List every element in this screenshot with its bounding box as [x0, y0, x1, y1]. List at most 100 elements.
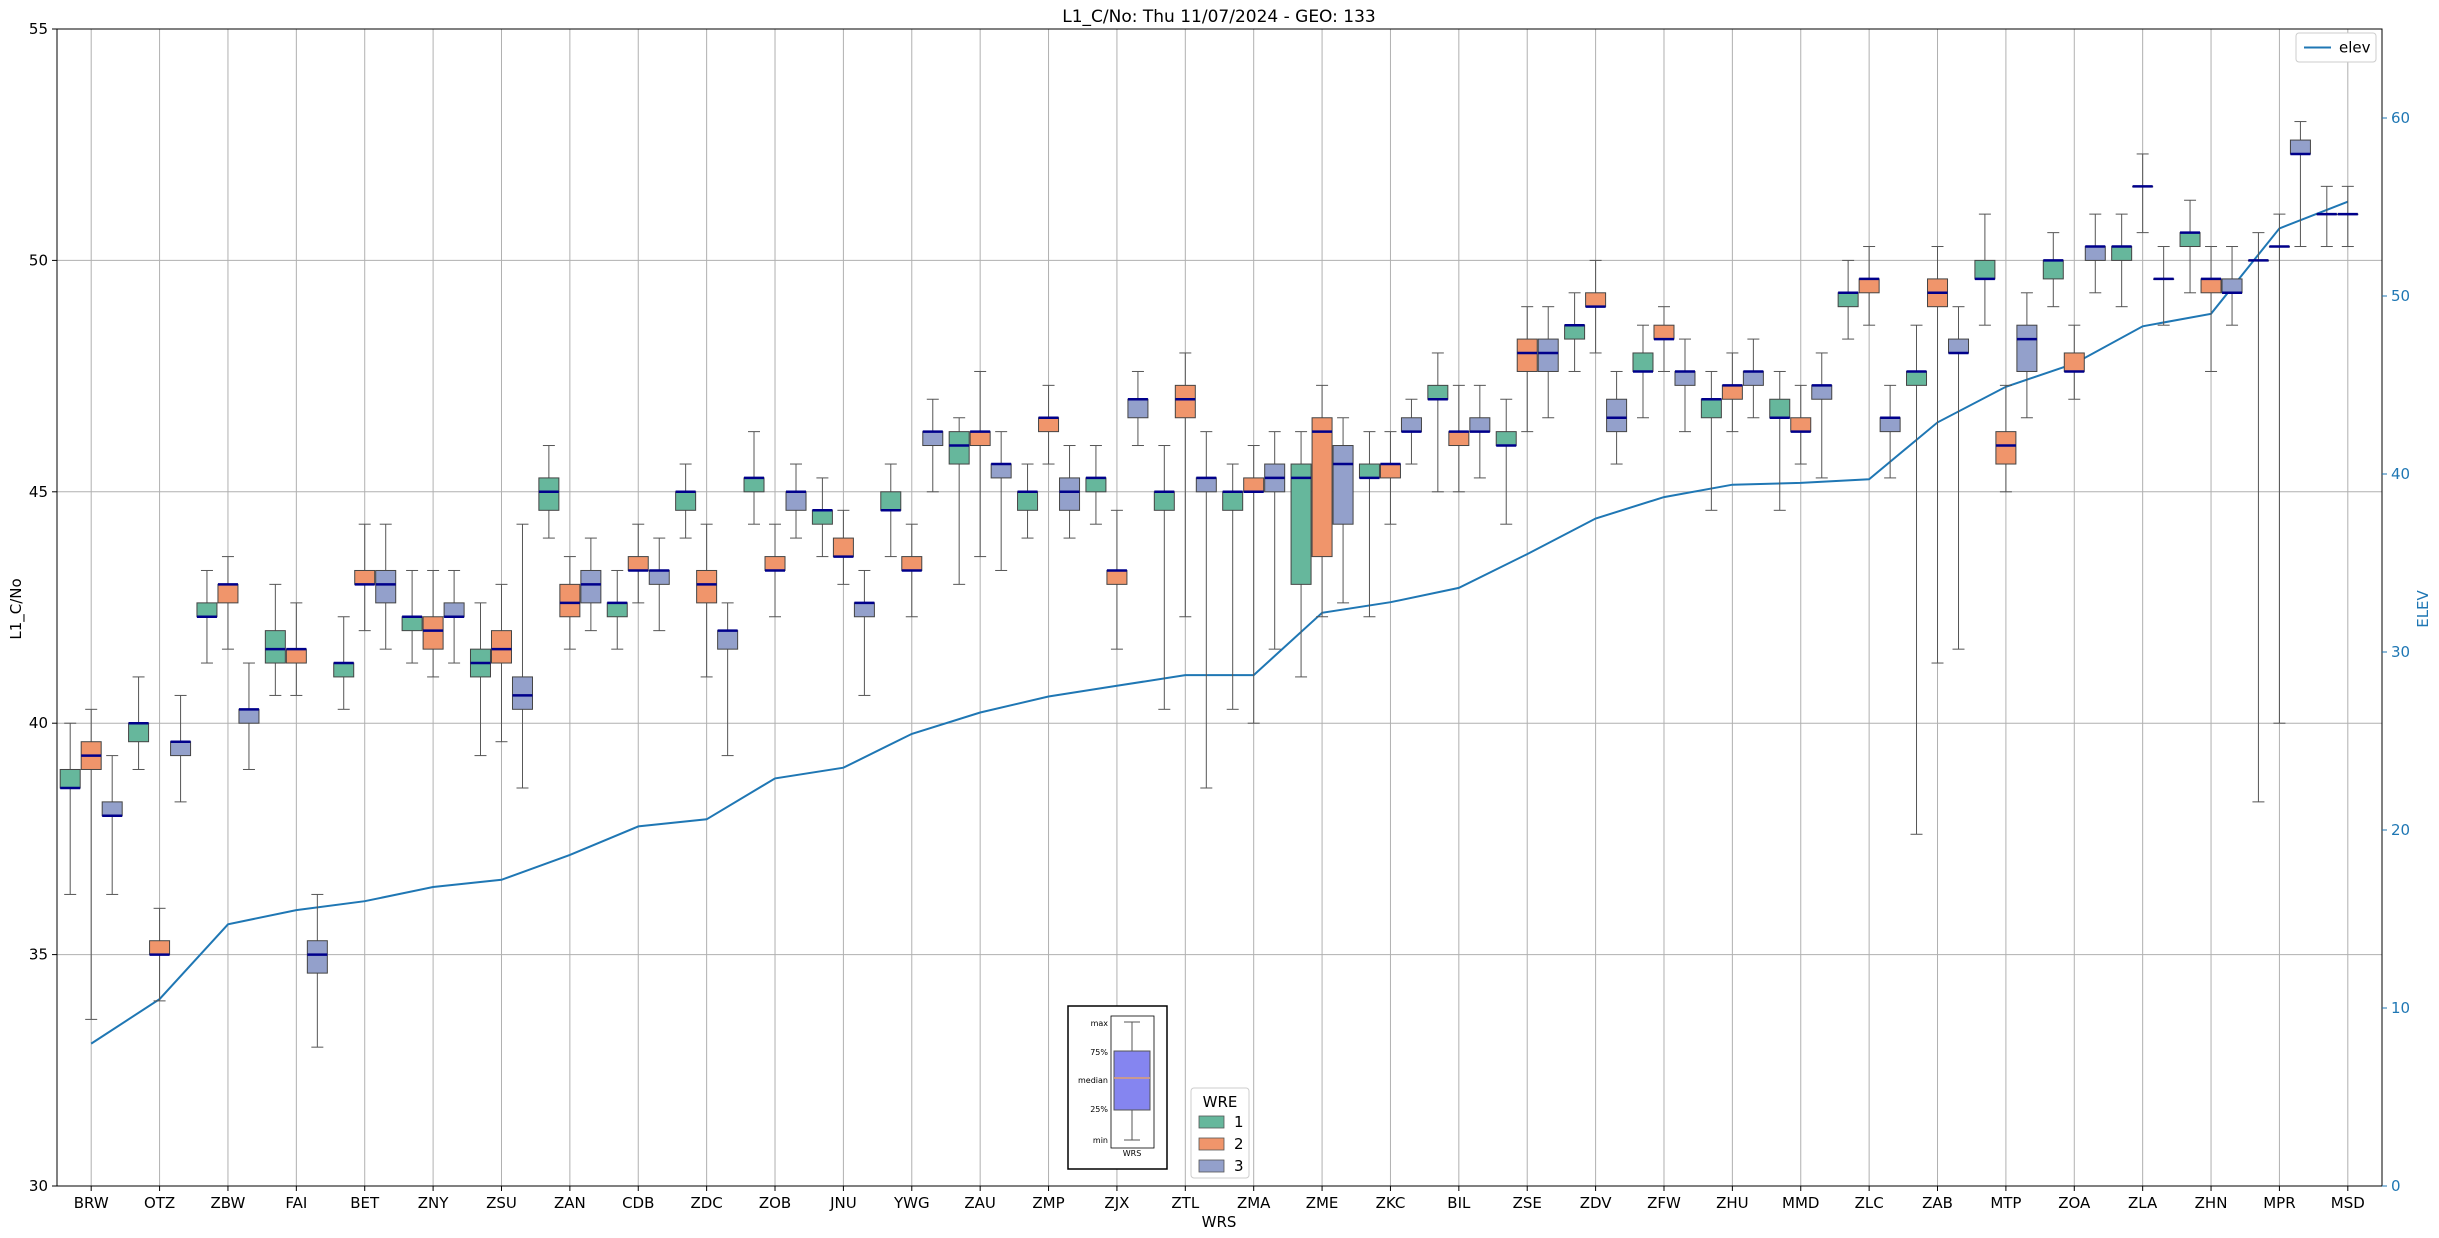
- iqr-box: [2063, 352, 2085, 372]
- iqr-box: [990, 463, 1012, 479]
- x-tick-label: ZSU: [486, 1194, 517, 1212]
- box-zoa-wre1: [2042, 232, 2064, 308]
- box-zob-wre3: [785, 463, 807, 539]
- inset-box-label: WRS: [1123, 1149, 1142, 1158]
- x-tick-label: ZSE: [1513, 1194, 1542, 1212]
- iqr-box: [1585, 292, 1607, 308]
- wre-legend-title: WRE: [1203, 1093, 1238, 1111]
- iqr-box: [128, 722, 150, 743]
- elev-legend-label: elev: [2339, 39, 2371, 57]
- box-cdb-wre3: [648, 537, 670, 632]
- iqr-box: [2016, 324, 2038, 372]
- iqr-box: [1537, 338, 1559, 372]
- box-zny-wre1: [401, 569, 423, 664]
- iqr-box: [580, 569, 602, 604]
- box-zfw-wre1: [1632, 324, 1654, 419]
- iqr-box: [1017, 491, 1039, 511]
- box-zau-wre1: [948, 417, 970, 585]
- inset-box: [1113, 1050, 1151, 1111]
- box-fai-wre2: [285, 602, 307, 696]
- box-mmd-wre2: [1790, 384, 1812, 465]
- iqr-box: [1290, 463, 1312, 585]
- iqr-box: [853, 602, 875, 618]
- box-otz-wre1: [128, 676, 150, 770]
- x-tick-label: FAI: [285, 1194, 307, 1212]
- x-tick-label: ZMP: [1032, 1194, 1064, 1212]
- iqr-box: [1516, 338, 1538, 372]
- iqr-box: [1358, 463, 1380, 479]
- x-axis-label: WRS: [1202, 1213, 1237, 1231]
- iqr-box: [443, 602, 465, 618]
- iqr-box: [511, 676, 533, 710]
- iqr-box: [1742, 370, 1764, 386]
- box-zse-wre2: [1516, 306, 1538, 433]
- box-mpr-wre2: [2268, 213, 2290, 724]
- iqr-box: [1653, 324, 1675, 340]
- box-zbw-wre2: [217, 556, 239, 650]
- box-zkc-wre3: [1400, 398, 1422, 465]
- box-bil-wre3: [1469, 384, 1491, 479]
- iqr-box: [559, 583, 581, 618]
- box-zma-wre1: [1222, 463, 1244, 710]
- iqr-box: [375, 569, 397, 604]
- x-tick-label: ZAU: [964, 1194, 996, 1212]
- iqr-box: [1085, 477, 1107, 493]
- wre-legend-swatch: [1198, 1159, 1225, 1173]
- axes: BRW OTZ ZBW FAI BET ZNY ZSU ZAN CDB ZDC ZOB JNU YWG Z…: [29, 20, 2410, 1212]
- iqr-box: [2084, 246, 2106, 261]
- box-zmp-wre3: [1059, 445, 1081, 539]
- box-zlc-wre3: [1879, 384, 1901, 479]
- iqr-box: [1564, 324, 1586, 340]
- iqr-box: [948, 431, 970, 465]
- x-tick-label: ZBW: [211, 1194, 246, 1212]
- elev-legend: elev: [2295, 32, 2377, 63]
- iqr-box: [1222, 491, 1244, 511]
- iqr-box: [1879, 417, 1901, 433]
- iqr-box: [764, 556, 786, 571]
- box-zhn-wre2: [2200, 246, 2222, 372]
- iqr-box: [606, 602, 628, 618]
- box-zab-wre1: [1906, 324, 1928, 835]
- iqr-box: [1769, 398, 1791, 419]
- inset-label: 25%: [1090, 1105, 1108, 1114]
- y-axis-label: L1_C/No: [7, 578, 26, 639]
- iqr-box: [922, 431, 944, 447]
- box-ywg-wre3: [922, 398, 944, 493]
- iqr-box: [306, 940, 328, 974]
- box-jnu-wre1: [811, 477, 833, 558]
- x-tick-label: ZNY: [418, 1194, 449, 1212]
- iqr-box: [101, 801, 123, 817]
- x-tick-label: MSD: [2331, 1194, 2365, 1212]
- x-tick-label: ZLA: [2128, 1194, 2158, 1212]
- y2-axis-label: ELEV: [2414, 589, 2432, 627]
- box-zfw-wre2: [1653, 306, 1675, 372]
- x-tick-label: ZJX: [1104, 1194, 1129, 1212]
- iqr-box: [285, 648, 307, 664]
- box-zsu-wre1: [469, 602, 491, 757]
- iqr-box: [696, 569, 718, 604]
- box-cdb-wre1: [606, 569, 628, 650]
- box-ztl-wre3: [1195, 431, 1217, 789]
- iqr-box: [832, 537, 854, 558]
- iqr-box: [2200, 278, 2222, 294]
- iqr-box: [238, 708, 260, 724]
- iqr-box: [490, 630, 512, 664]
- box-otz-wre3: [170, 694, 192, 803]
- box-zjx-wre2: [1106, 509, 1128, 650]
- x-tick-label: ZTL: [1171, 1194, 1199, 1212]
- box-zhu-wre3: [1742, 338, 1764, 419]
- box-zme-wre1: [1290, 431, 1312, 678]
- iqr-box: [2221, 278, 2243, 294]
- x-tick-label: MTP: [1990, 1194, 2021, 1212]
- box-zla-wre2: [2132, 153, 2154, 234]
- box-zjx-wre1: [1085, 445, 1107, 525]
- box-zhn-wre1: [2179, 199, 2201, 294]
- x-tick-label: MPR: [2263, 1194, 2295, 1212]
- x-tick-label: BRW: [74, 1194, 109, 1212]
- y-tick-label: 45: [29, 483, 48, 501]
- iqr-box: [1400, 417, 1422, 433]
- iqr-box: [538, 477, 560, 511]
- elevation-line-layer: [90, 200, 2349, 1045]
- iqr-box: [1974, 259, 1996, 280]
